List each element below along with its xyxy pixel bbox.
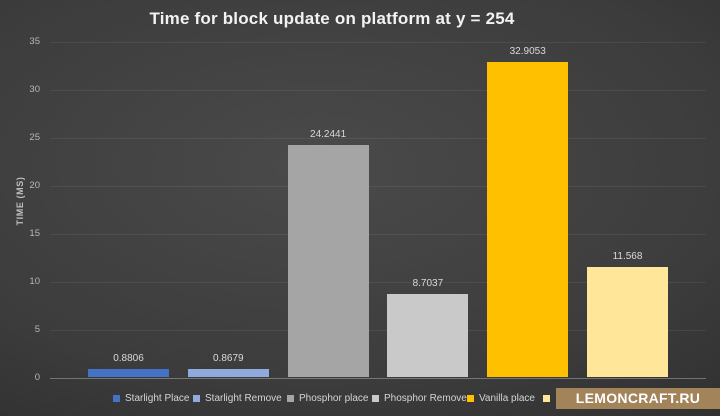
gridline-5 — [50, 329, 706, 331]
bar-hidden — [587, 266, 668, 378]
legend-item-starlight-remove: Starlight Remove — [193, 393, 282, 405]
bar-value-label-phosphor-remove: 8.7037 — [412, 278, 444, 290]
gridline-35 — [50, 42, 706, 43]
legend-marker-icon — [467, 394, 474, 402]
bar-starlight-place — [88, 369, 169, 378]
gridline-10 — [50, 281, 706, 283]
y-tick-label-10: 10 — [29, 275, 40, 287]
y-tick-label-30: 30 — [29, 83, 40, 95]
legend-label: Vanilla place — [479, 393, 535, 404]
legend-item-hidden — [543, 393, 555, 405]
gridline-30 — [50, 89, 706, 91]
y-axis-title: TIME (MS) — [15, 176, 25, 226]
legend-marker-icon — [287, 394, 294, 402]
bar-phosphor-remove — [387, 294, 469, 378]
y-tick-label-15: 15 — [29, 227, 40, 239]
bar-value-label-vanilla-place: 32.9053 — [509, 46, 546, 58]
legend-marker-icon — [193, 394, 200, 402]
legend-label: Starlight Place — [125, 393, 190, 404]
y-tick-label-0: 0 — [34, 371, 40, 383]
bar-value-label-phosphor-place: 24.2441 — [310, 129, 347, 141]
gridline-20 — [50, 185, 706, 187]
legend-item-vanilla-place: Vanilla place — [467, 393, 535, 405]
y-tick-label-35: 35 — [29, 36, 40, 47]
legend-item-phosphor-place: Phosphor place — [287, 393, 369, 405]
y-tick-label-20: 20 — [29, 179, 40, 191]
y-tick-label-5: 5 — [34, 323, 40, 335]
y-tick-label-25: 25 — [29, 131, 40, 143]
bar-value-label-starlight-place: 0.8806 — [113, 353, 144, 365]
legend-item-phosphor-remove: Phosphor Remove — [372, 393, 467, 405]
legend-marker-icon — [113, 394, 120, 402]
gridline-0 — [50, 377, 706, 379]
legend-marker-icon — [372, 394, 379, 402]
legend-label: Starlight Remove — [205, 393, 282, 404]
watermark: LEMONCRAFT.RU — [556, 388, 720, 409]
legend-item-starlight-place: Starlight Place — [113, 393, 189, 405]
legend-label: Phosphor Remove — [384, 393, 467, 404]
bar-value-label-hidden: 11.568 — [612, 250, 643, 262]
bar-vanilla-place — [487, 62, 569, 378]
bar-phosphor-place — [287, 145, 369, 378]
gridline-15 — [50, 233, 706, 235]
bar-starlight-remove — [187, 369, 269, 378]
legend-marker-icon — [543, 394, 550, 402]
gridline-25 — [50, 137, 706, 139]
bar-value-label-starlight-remove: 0.8679 — [213, 353, 244, 365]
legend-label: Phosphor place — [299, 393, 369, 404]
chart-title: Time for block update on platform at y =… — [149, 9, 515, 28]
